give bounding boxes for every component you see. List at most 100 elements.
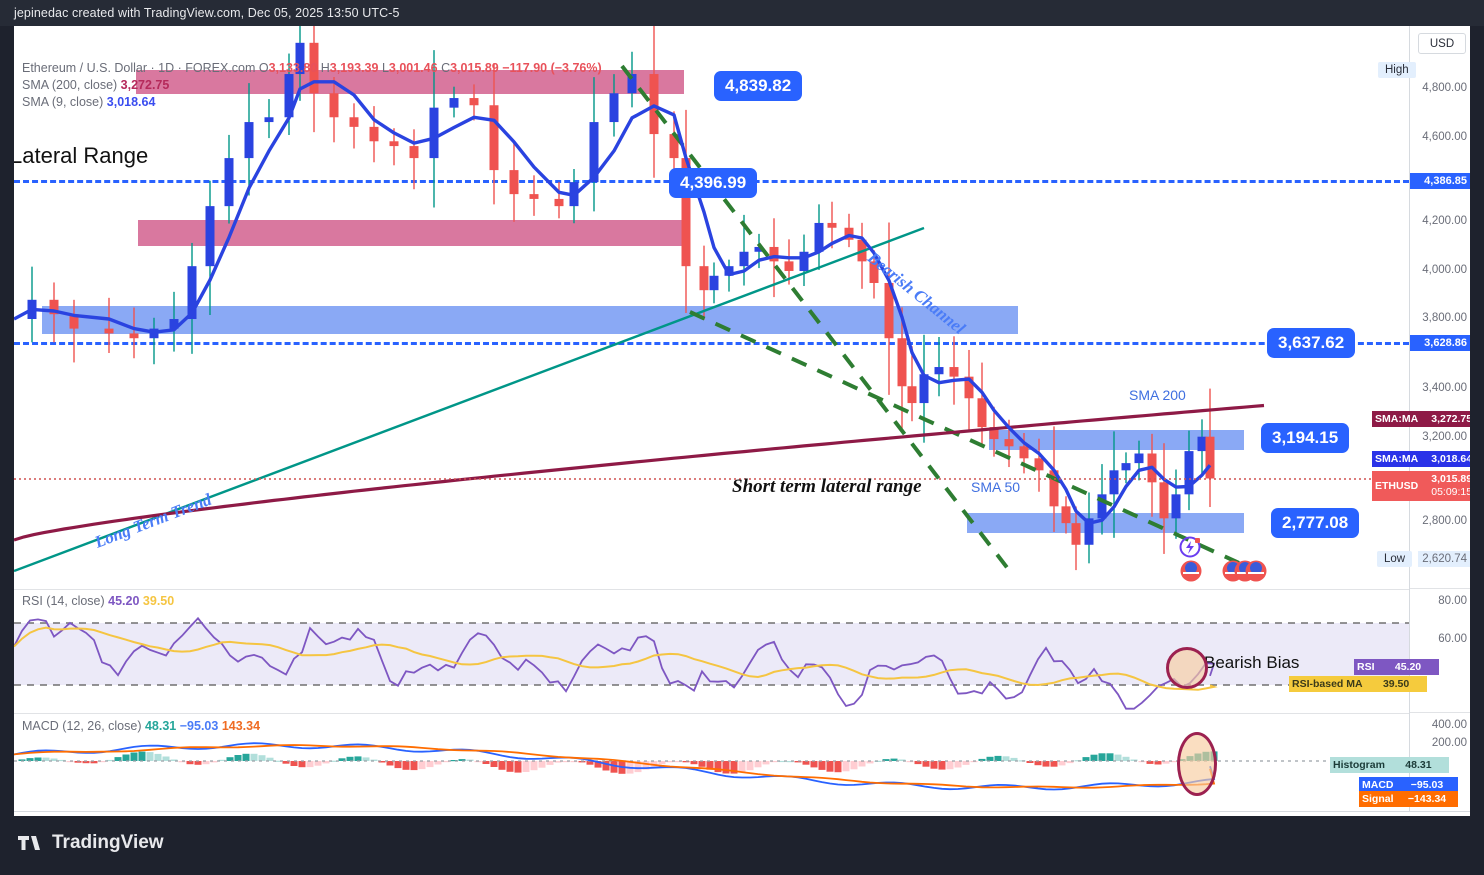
macd-legend-value: −95.03 <box>179 719 219 733</box>
tag-value: −95.03 <box>1396 777 1458 793</box>
price-box-3637[interactable]: 3,637.62 <box>1267 328 1356 358</box>
rsi-pane[interactable]: Bearish Bias <box>14 589 1409 713</box>
price-tick: 4,000.00 <box>1422 264 1467 276</box>
ohlc-l-value: 3,001.46 <box>388 61 438 75</box>
low-value: 2,620.74 <box>1418 551 1470 567</box>
macd-legend[interactable]: MACD (12, 26, close) 48.31 −95.03 143.34 <box>22 719 260 733</box>
rsi-legend-value: 45.20 <box>108 594 140 608</box>
attribution-bar: jepinedac created with TradingView.com, … <box>0 0 1484 26</box>
price-tick: 2,800.00 <box>1422 515 1467 527</box>
price-box-4396[interactable]: 4,396.99 <box>669 168 758 198</box>
zone-blue-lower <box>967 513 1244 533</box>
rsi-ma-value-tag[interactable]: RSI-based MA 39.50 <box>1289 676 1427 692</box>
tag-value: 3,272.75 <box>1421 411 1470 427</box>
macd-hist-legend-value: 48.31 <box>144 719 177 733</box>
time-axis[interactable]: Aug Sep Oct Nov Dec <box>14 811 1470 816</box>
sma200-legend-label: SMA (200, close) <box>22 78 118 92</box>
tradingview-logo-text: TradingView <box>52 832 164 853</box>
change-value: −117.90 (−3.76%) <box>502 61 602 75</box>
tag-name: Signal <box>1359 791 1397 807</box>
sma200-price-tag[interactable]: SMA:MA 3,272.75 <box>1372 411 1470 427</box>
ohlc-o-label: O <box>258 61 269 75</box>
sma200-legend-value: 3,272.75 <box>120 78 170 92</box>
price-legend-row-sma200[interactable]: SMA (200, close) 3,272.75 <box>22 77 602 94</box>
rsi-ma-legend-value: 39.50 <box>142 594 175 608</box>
signal-legend-value: 143.34 <box>221 719 261 733</box>
footer: TradingView <box>0 816 1484 875</box>
rsi-tick: 80.00 <box>1438 595 1467 607</box>
macd-legend-title: MACD (12, 26, close) <box>22 719 142 733</box>
price-pane[interactable]: 4,839.82 4,396.99 3,637.62 3,194.15 2,77… <box>14 26 1409 588</box>
tag-countdown: 05:09:15 <box>1431 486 1470 498</box>
price-tick: 4,600.00 <box>1422 131 1467 143</box>
zone-blue-upper <box>42 306 1018 334</box>
last-price-tag[interactable]: ETHUSD 3,015.89 05:09:15 <box>1372 471 1470 501</box>
level-line-3628 <box>14 342 1409 345</box>
price-tick: 4,800.00 <box>1422 82 1467 94</box>
ohlc-o-value: 3,133.80 <box>268 61 318 75</box>
price-tick: 4,200.00 <box>1422 215 1467 227</box>
price-tick: 3,200.00 <box>1422 431 1467 443</box>
annotation-long-term-trend[interactable]: Long Term Trend <box>92 489 215 552</box>
macd-histogram-tag[interactable]: Histogram 48.31 <box>1330 757 1449 773</box>
price-box-4839[interactable]: 4,839.82 <box>714 71 803 101</box>
tag-name: RSI <box>1354 659 1378 675</box>
attribution-text: jepinedac created with TradingView.com, … <box>14 6 400 20</box>
macd-highlight-circle <box>1177 732 1217 796</box>
price-tick-highlight: 3,628.86 <box>1410 335 1470 351</box>
symbol-title: Ethereum / U.S. Dollar · 1D · FOREX.com <box>22 61 256 75</box>
signal-value-tag[interactable]: Signal −143.34 <box>1359 791 1458 807</box>
ohlc-l-label: L <box>381 61 389 75</box>
price-legend-row-symbol: Ethereum / U.S. Dollar · 1D · FOREX.com … <box>22 60 602 77</box>
tradingview-logo[interactable]: TradingView <box>18 832 164 854</box>
rsi-legend-title: RSI (14, close) <box>22 594 105 608</box>
tag-value: 48.31 <box>1387 757 1449 773</box>
macd-tick: 400.00 <box>1431 719 1467 731</box>
tag-price: 3,015.89 <box>1431 473 1470 485</box>
price-tick: 3,400.00 <box>1422 382 1467 394</box>
zone-blue-mid <box>989 430 1244 450</box>
price-legend[interactable]: Ethereum / U.S. Dollar · 1D · FOREX.com … <box>22 60 602 111</box>
ohlc-c-label: C <box>441 61 451 75</box>
annotation-sma200-label[interactable]: SMA 200 <box>1129 387 1186 403</box>
rsi-legend[interactable]: RSI (14, close) 45.20 39.50 <box>22 594 174 608</box>
chart-container[interactable]: 4,839.82 4,396.99 3,637.62 3,194.15 2,77… <box>14 26 1470 816</box>
price-tick: 3,800.00 <box>1422 312 1467 324</box>
low-label: Low <box>1377 551 1413 567</box>
macd-tick: 200.00 <box>1431 737 1467 749</box>
annotation-bearish-bias[interactable]: Bearish Bias <box>1204 653 1300 672</box>
ohlc-h-label: H <box>320 61 330 75</box>
sma9-legend-label: SMA (9, close) <box>22 95 104 109</box>
tag-name: Histogram <box>1330 757 1388 773</box>
ohlc-c-value: 3,015.89 <box>450 61 499 75</box>
tag-name: MACD <box>1359 777 1397 793</box>
price-box-2777[interactable]: 2,777.08 <box>1271 508 1360 538</box>
annotation-lateral-range[interactable]: Lateral Range <box>14 143 149 168</box>
price-tick-highlight: 4,386.85 <box>1410 173 1470 189</box>
tag-value: 3,015.89 05:09:15 <box>1421 471 1470 501</box>
macd-value-tag[interactable]: MACD −95.03 <box>1359 777 1458 793</box>
rsi-value-tag[interactable]: RSI 45.20 <box>1354 659 1439 675</box>
tag-name: SMA:MA <box>1372 451 1422 467</box>
price-box-3194[interactable]: 3,194.15 <box>1261 423 1350 453</box>
annotation-sma50-label[interactable]: SMA 50 <box>971 479 1021 495</box>
sma9-line <box>14 80 1212 525</box>
ohlc-h-value: 3,193.39 <box>329 61 379 75</box>
sma9-price-tag[interactable]: SMA:MA 3,018.64 <box>1372 451 1470 467</box>
tag-name: RSI-based MA <box>1289 676 1366 692</box>
rsi-tick: 60.00 <box>1438 633 1467 645</box>
currency-button[interactable]: USD <box>1418 33 1466 54</box>
tag-value: 39.50 <box>1365 676 1427 692</box>
sma9-legend-value: 3,018.64 <box>106 95 156 109</box>
tag-value: 3,018.64 <box>1421 451 1470 467</box>
price-legend-row-sma9[interactable]: SMA (9, close) 3,018.64 <box>22 94 602 111</box>
tradingview-logo-icon <box>18 836 40 850</box>
tag-value: −143.34 <box>1396 791 1458 807</box>
tag-name: SMA:MA <box>1372 411 1422 427</box>
zone-pink-mid <box>138 220 684 246</box>
rsi-bearish-bias-circle <box>1166 647 1208 689</box>
high-label: High <box>1378 62 1416 78</box>
tag-name: ETHUSD <box>1372 471 1422 501</box>
tag-value: 45.20 <box>1377 659 1439 675</box>
annotation-short-term-lateral-range[interactable]: Short term lateral range <box>732 476 922 497</box>
